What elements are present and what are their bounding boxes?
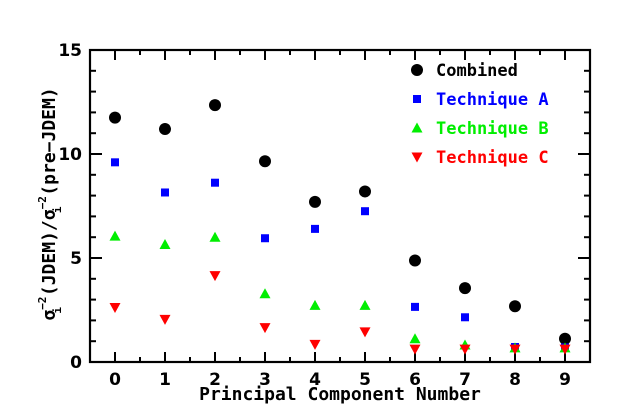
technique-a-point — [411, 302, 419, 311]
y-axis-label: σ−2i (JDEM)/σ−2i (pre−JDEM) — [36, 87, 64, 320]
x-tick-label: 3 — [259, 370, 271, 390]
technique-c-point — [409, 344, 421, 355]
y-label-sup-2: −2 — [36, 196, 49, 209]
combined-point — [559, 332, 571, 345]
x-tick-label: 0 — [109, 370, 121, 390]
legend-technique-b-marker — [411, 122, 423, 133]
y-label-sub-2: i — [51, 206, 64, 213]
x-tick-label: 9 — [559, 370, 571, 390]
x-tick-label: 2 — [209, 370, 221, 390]
y-label-sup-1: −2 — [36, 297, 49, 310]
technique-a-point — [261, 234, 269, 243]
technique-c-point — [309, 339, 321, 350]
technique-a-point — [211, 178, 219, 187]
technique-a-point — [111, 158, 119, 167]
technique-b-point — [109, 230, 121, 241]
tick-labels: 0 1 2 3 4 5 6 7 8 9 0 5 10 15 — [58, 41, 571, 390]
technique-b-point — [159, 238, 171, 249]
y-label-mid: (JDEM)/ — [39, 220, 60, 307]
combined-point — [309, 195, 321, 208]
technique-b-point — [209, 231, 221, 242]
technique-c-point — [109, 303, 121, 314]
x-axis-label: Principal Component Number — [199, 384, 481, 405]
technique-c-point — [559, 344, 571, 355]
technique-c-point — [209, 271, 221, 282]
legend-technique-a-marker — [413, 95, 421, 103]
legend-combined-label: Combined — [436, 61, 518, 81]
legend: Combined Technique A Technique B Technique … — [411, 61, 549, 168]
technique-c-point — [159, 314, 171, 325]
legend-technique-a-label: Technique A — [436, 90, 549, 110]
combined-point — [259, 155, 271, 168]
combined-point — [359, 185, 371, 198]
combined-point — [459, 282, 471, 295]
technique-c-point — [509, 344, 521, 355]
legend-technique-c-marker — [411, 152, 423, 163]
y-label-sub-1: i — [51, 307, 64, 314]
x-tick-label: 6 — [409, 370, 421, 390]
x-tick-label: 4 — [309, 370, 321, 390]
technique-a-point — [161, 188, 169, 197]
combined-point — [209, 99, 221, 112]
x-tick-label: 1 — [159, 370, 171, 390]
technique-b-point — [359, 299, 371, 310]
y-label-end: (pre−JDEM) — [39, 87, 60, 206]
y-tick-label: 5 — [70, 249, 82, 269]
technique-c-point — [459, 344, 471, 355]
technique-c-point — [359, 327, 371, 338]
technique-a-point — [461, 313, 469, 322]
technique-b-point — [309, 299, 321, 310]
technique-a-point — [311, 224, 319, 233]
technique-c-point — [259, 323, 271, 334]
combined-point — [159, 123, 171, 136]
technique-b-point — [409, 333, 421, 344]
x-tick-label: 8 — [509, 370, 521, 390]
y-tick-label: 15 — [58, 41, 82, 61]
legend-technique-b-label: Technique B — [436, 119, 549, 139]
technique-a-point — [361, 207, 369, 216]
data-markers — [109, 99, 571, 355]
legend-combined-marker — [411, 64, 423, 76]
combined-point — [509, 300, 521, 313]
combined-point — [409, 254, 421, 267]
technique-b-point — [259, 288, 271, 299]
y-label-sigma-1: σ — [39, 310, 60, 321]
combined-point — [109, 111, 121, 124]
y-label-sigma-2: σ — [39, 209, 60, 220]
y-tick-label: 10 — [58, 145, 82, 165]
x-tick-label: 7 — [459, 370, 471, 390]
x-tick-label: 5 — [359, 370, 371, 390]
legend-technique-c-label: Technique C — [436, 148, 549, 168]
y-tick-label: 0 — [70, 353, 82, 373]
axis-ticks — [89, 49, 591, 363]
